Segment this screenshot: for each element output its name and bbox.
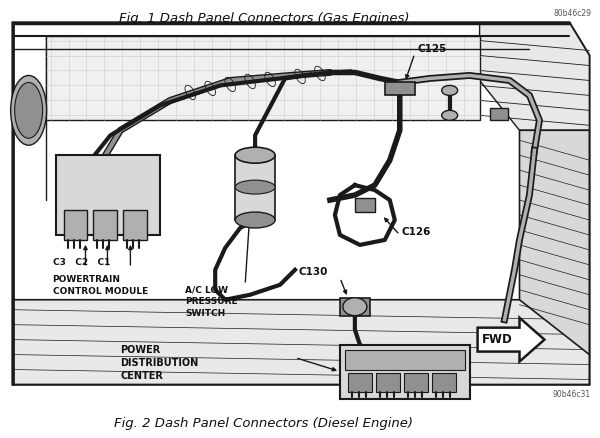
- Bar: [490, 108, 508, 120]
- Polygon shape: [94, 210, 118, 240]
- Text: C126: C126: [402, 227, 431, 237]
- Text: CENTER: CENTER: [121, 371, 163, 381]
- Ellipse shape: [11, 75, 47, 145]
- Ellipse shape: [235, 147, 275, 163]
- Text: 90b46c31: 90b46c31: [553, 390, 591, 399]
- Text: A/C LOW: A/C LOW: [185, 285, 228, 294]
- Bar: [431, 372, 455, 392]
- Bar: [345, 350, 464, 370]
- Text: CONTROL MODULE: CONTROL MODULE: [53, 287, 148, 296]
- Polygon shape: [46, 35, 479, 120]
- Polygon shape: [13, 300, 589, 385]
- Bar: [376, 372, 400, 392]
- Text: SWITCH: SWITCH: [185, 309, 226, 318]
- Polygon shape: [340, 298, 370, 316]
- Text: Fig. 1 Dash Panel Connectors (Gas Engines): Fig. 1 Dash Panel Connectors (Gas Engine…: [119, 12, 409, 25]
- Text: Fig. 2 Dash Panel Connectors (Diesel Engine): Fig. 2 Dash Panel Connectors (Diesel Eng…: [115, 417, 413, 430]
- Polygon shape: [479, 23, 589, 130]
- Bar: [235, 155, 275, 220]
- Text: FWD: FWD: [482, 333, 513, 346]
- Polygon shape: [124, 210, 148, 240]
- Polygon shape: [355, 198, 375, 212]
- Ellipse shape: [442, 110, 458, 120]
- Polygon shape: [385, 82, 415, 95]
- Ellipse shape: [343, 298, 367, 316]
- Polygon shape: [56, 155, 160, 235]
- Text: C125: C125: [418, 43, 447, 53]
- Bar: [404, 372, 428, 392]
- Text: DISTRIBUTION: DISTRIBUTION: [121, 357, 199, 367]
- Polygon shape: [13, 23, 589, 385]
- Text: POWER: POWER: [121, 345, 161, 355]
- Polygon shape: [520, 130, 589, 355]
- Bar: [348, 372, 372, 392]
- Bar: [340, 345, 470, 399]
- Text: 80b46c29: 80b46c29: [553, 9, 591, 18]
- Ellipse shape: [235, 180, 275, 194]
- Ellipse shape: [235, 212, 275, 228]
- Polygon shape: [478, 318, 544, 361]
- Text: POWERTRAIN: POWERTRAIN: [53, 276, 121, 284]
- Text: C130: C130: [298, 267, 328, 277]
- Ellipse shape: [442, 85, 458, 95]
- Ellipse shape: [14, 82, 43, 138]
- Text: C3   C2   C1: C3 C2 C1: [53, 258, 110, 267]
- Polygon shape: [64, 210, 88, 240]
- Text: PRESSURE: PRESSURE: [185, 297, 238, 306]
